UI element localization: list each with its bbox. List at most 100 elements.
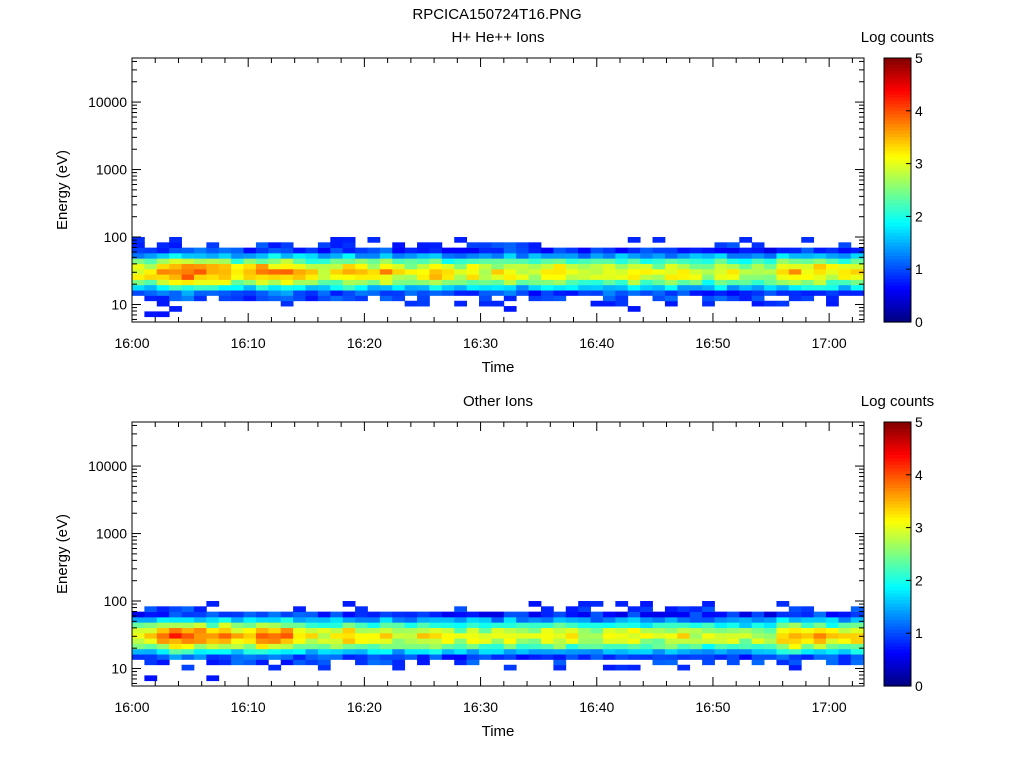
heatmap-cell	[255, 622, 269, 628]
heatmap-cell	[193, 627, 207, 634]
heatmap-cell	[764, 622, 777, 628]
colorbar-segment	[884, 203, 911, 208]
heatmap-cell	[491, 247, 505, 254]
heatmap-cell	[615, 290, 629, 296]
heatmap-cell	[206, 258, 220, 264]
heatmap-cell	[317, 664, 331, 671]
heatmap-cell	[193, 616, 207, 623]
heatmap-cell	[751, 632, 765, 639]
heatmap-cell	[553, 648, 567, 655]
colorbar-segment	[884, 636, 911, 641]
x-tick-label: 16:20	[347, 335, 382, 351]
heatmap-cell	[206, 654, 220, 660]
heatmap-cell	[193, 632, 207, 639]
heatmap-cell	[726, 258, 740, 264]
heatmap-cell	[516, 268, 529, 275]
colorbar-segment	[884, 534, 911, 539]
colorbar-segment	[884, 484, 911, 489]
heatmap-cell	[404, 252, 418, 259]
heatmap-cell	[491, 622, 505, 628]
heatmap-cell	[342, 258, 356, 264]
heatmap-cell	[206, 284, 220, 291]
heatmap-cell	[479, 648, 492, 655]
heatmap-cell	[429, 268, 443, 275]
heatmap-cell	[132, 627, 145, 634]
heatmap-cell	[330, 611, 344, 618]
colorbar-segment	[884, 298, 911, 303]
heatmap-cell	[355, 258, 368, 264]
heatmap-cell	[714, 295, 728, 302]
heatmap-cell	[404, 627, 418, 634]
heatmap-cell	[466, 638, 480, 644]
heatmap-cell	[342, 268, 356, 275]
heatmap-cell	[330, 279, 344, 286]
heatmap-cell	[826, 654, 839, 660]
heatmap-cell	[850, 616, 864, 623]
heatmap-cell	[516, 284, 529, 291]
heatmap-cell	[627, 632, 641, 639]
heatmap-cell	[652, 627, 666, 634]
heatmap-cell	[590, 622, 604, 628]
heatmap-cell	[726, 638, 740, 644]
heatmap-cell	[355, 616, 368, 623]
heatmap-cell	[565, 643, 579, 650]
heatmap-cell	[268, 664, 282, 671]
heatmap-cell	[689, 616, 703, 623]
heatmap-cell	[838, 622, 852, 628]
heatmap-cell	[714, 638, 728, 644]
heatmap-cell	[479, 627, 492, 634]
heatmap-cell	[702, 632, 715, 639]
heatmap-cell	[578, 601, 591, 607]
heatmap-cell	[231, 284, 244, 291]
heatmap-cell	[441, 643, 455, 650]
heatmap-cell	[578, 616, 591, 623]
heatmap-cell	[850, 648, 864, 655]
heatmap-cell	[689, 606, 703, 613]
colorbar-segment	[884, 282, 911, 287]
heatmap-cell	[305, 627, 319, 634]
colorbar-segment	[884, 603, 911, 608]
heatmap-cell	[801, 606, 815, 613]
heatmap-cell	[664, 263, 678, 270]
heatmap-cell	[255, 247, 269, 254]
colorbar: 0 1 2 3 4 5 Log counts	[861, 393, 934, 694]
heatmap-cell	[367, 258, 381, 264]
heatmap-cell	[578, 263, 591, 270]
heatmap-cell	[169, 627, 182, 634]
heatmap-cell	[367, 252, 381, 259]
colorbar-segment	[884, 193, 911, 198]
heatmap-cell	[776, 648, 790, 655]
heatmap-cell	[243, 268, 257, 275]
heatmap-cell	[206, 659, 220, 666]
heatmap-cell	[702, 295, 715, 302]
heatmap-cell	[417, 284, 430, 291]
colorbar-segment	[884, 104, 911, 109]
heatmap-cell	[193, 638, 207, 644]
heatmap-cell	[578, 274, 591, 280]
heatmap-cell	[664, 258, 678, 264]
heatmap-cell	[540, 648, 554, 655]
heatmap-cell	[516, 616, 529, 623]
heatmap-cell	[590, 627, 604, 634]
heatmap-cell	[268, 295, 282, 302]
heatmap-cell	[367, 648, 381, 655]
heatmap-cell	[218, 284, 232, 291]
colorbar-segment	[884, 249, 911, 254]
heatmap-cell	[231, 632, 244, 639]
colorbar-segment	[884, 626, 911, 631]
heatmap-cell	[317, 247, 331, 254]
heatmap-cell	[664, 284, 678, 291]
heatmap-cell	[764, 643, 777, 650]
heatmap-cell	[553, 284, 567, 291]
heatmap-cell	[355, 290, 368, 296]
heatmap-cell	[317, 648, 331, 655]
heatmap-cell	[652, 252, 666, 259]
heatmap-cell	[280, 258, 294, 264]
heatmap-cell	[739, 622, 753, 628]
heatmap-cell	[590, 274, 604, 280]
heatmap-cell	[330, 258, 344, 264]
heatmap-cell	[578, 606, 591, 613]
heatmap-cell	[392, 627, 406, 634]
